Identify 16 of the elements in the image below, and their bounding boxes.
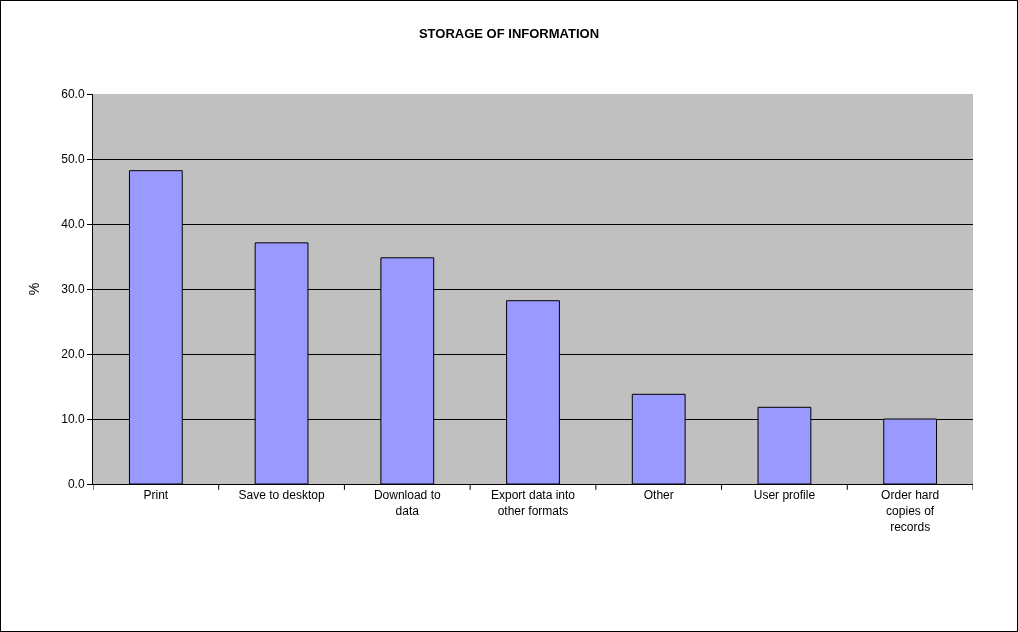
- x-tick-label: Save to desktop: [238, 488, 325, 503]
- y-tick-label: 40.0: [61, 217, 85, 232]
- y-tick-label: 50.0: [61, 152, 85, 167]
- y-tick-label: 0.0: [67, 477, 85, 492]
- x-tick-label: Export data into other formats: [490, 488, 576, 518]
- x-tick-label: User profile: [753, 488, 816, 503]
- x-tick-label: Order hard copies of records: [881, 488, 940, 534]
- y-tick-label: 30.0: [61, 282, 85, 297]
- x-tick-label: Download to data: [373, 488, 441, 518]
- chart-title: STORAGE OF INFORMATION: [418, 26, 600, 42]
- y-tick-label: 20.0: [61, 347, 85, 362]
- y-axis-title: %: [25, 282, 42, 296]
- x-tick-label: Print: [143, 488, 169, 503]
- y-tick-label: 10.0: [61, 412, 85, 427]
- x-tick-label: Other: [643, 488, 674, 503]
- y-tick-label: 60.0: [61, 87, 85, 102]
